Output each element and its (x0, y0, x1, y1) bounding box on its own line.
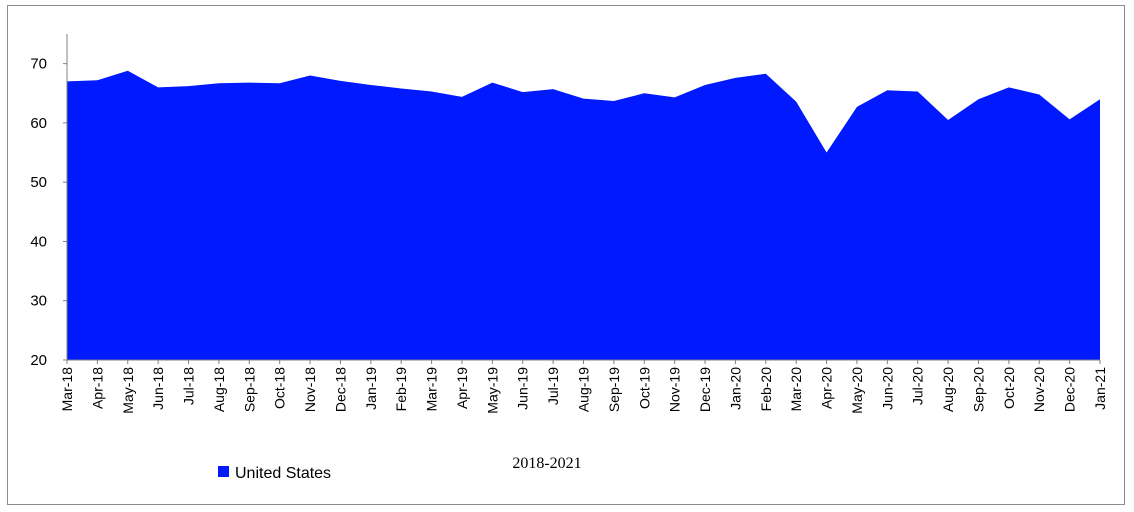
x-tick-label: Jun-20 (879, 367, 895, 410)
x-tick-label: Mar-18 (59, 367, 75, 412)
x-tick-label: Aug-18 (211, 367, 227, 412)
y-tick-label: 30 (30, 293, 47, 310)
x-tick-label: Jan-20 (727, 367, 743, 410)
x-tick-label: May-19 (484, 367, 500, 414)
y-tick-label: 60 (30, 115, 47, 132)
x-tick-label: Jul-20 (910, 367, 926, 405)
x-tick-label: Apr-18 (89, 367, 105, 409)
legend-label: United States (235, 465, 331, 482)
x-tick-label: Mar-20 (788, 367, 804, 412)
x-tick-label: Jul-19 (545, 367, 561, 405)
x-tick-label: Sep-18 (241, 367, 257, 412)
x-tick-label: Aug-20 (940, 367, 956, 412)
x-tick-label: Dec-19 (697, 367, 713, 412)
x-tick-label: Apr-20 (819, 367, 835, 409)
x-axis-label: 2018-2021 (512, 455, 581, 472)
x-tick-label: Dec-18 (332, 367, 348, 412)
y-tick-label: 40 (30, 233, 47, 250)
y-tick-label: 50 (30, 174, 47, 191)
x-tick-label: Jun-18 (150, 367, 166, 410)
x-tick-label: Nov-18 (302, 367, 318, 412)
x-tick-label: Sep-20 (970, 367, 986, 412)
x-tick-label: Oct-18 (272, 367, 288, 409)
series-area-united-states (67, 70, 1100, 360)
y-tick-label: 20 (30, 352, 47, 369)
x-tick-label: Oct-19 (636, 367, 652, 409)
x-tick-label: Jul-18 (181, 367, 197, 405)
x-tick-label: Nov-19 (667, 367, 683, 412)
y-tick-label: 70 (30, 56, 47, 73)
x-tick-label: May-18 (120, 367, 136, 414)
x-tick-label: Jan-21 (1092, 367, 1108, 410)
x-tick-label: Oct-20 (1001, 367, 1017, 409)
legend-swatch (218, 466, 229, 477)
x-tick-label: Nov-20 (1031, 367, 1047, 412)
x-tick-label: Feb-19 (393, 367, 409, 412)
x-tick-label: Apr-19 (454, 367, 470, 409)
x-tick-label: Sep-19 (606, 367, 622, 412)
x-tick-label: May-20 (849, 367, 865, 414)
x-tick-label: Jan-19 (363, 367, 379, 410)
x-tick-label: Jun-19 (515, 367, 531, 410)
x-tick-label: Feb-20 (758, 367, 774, 412)
x-tick-label: Aug-19 (576, 367, 592, 412)
x-tick-label: Mar-19 (424, 367, 440, 412)
x-tick-label: Dec-20 (1062, 367, 1078, 412)
